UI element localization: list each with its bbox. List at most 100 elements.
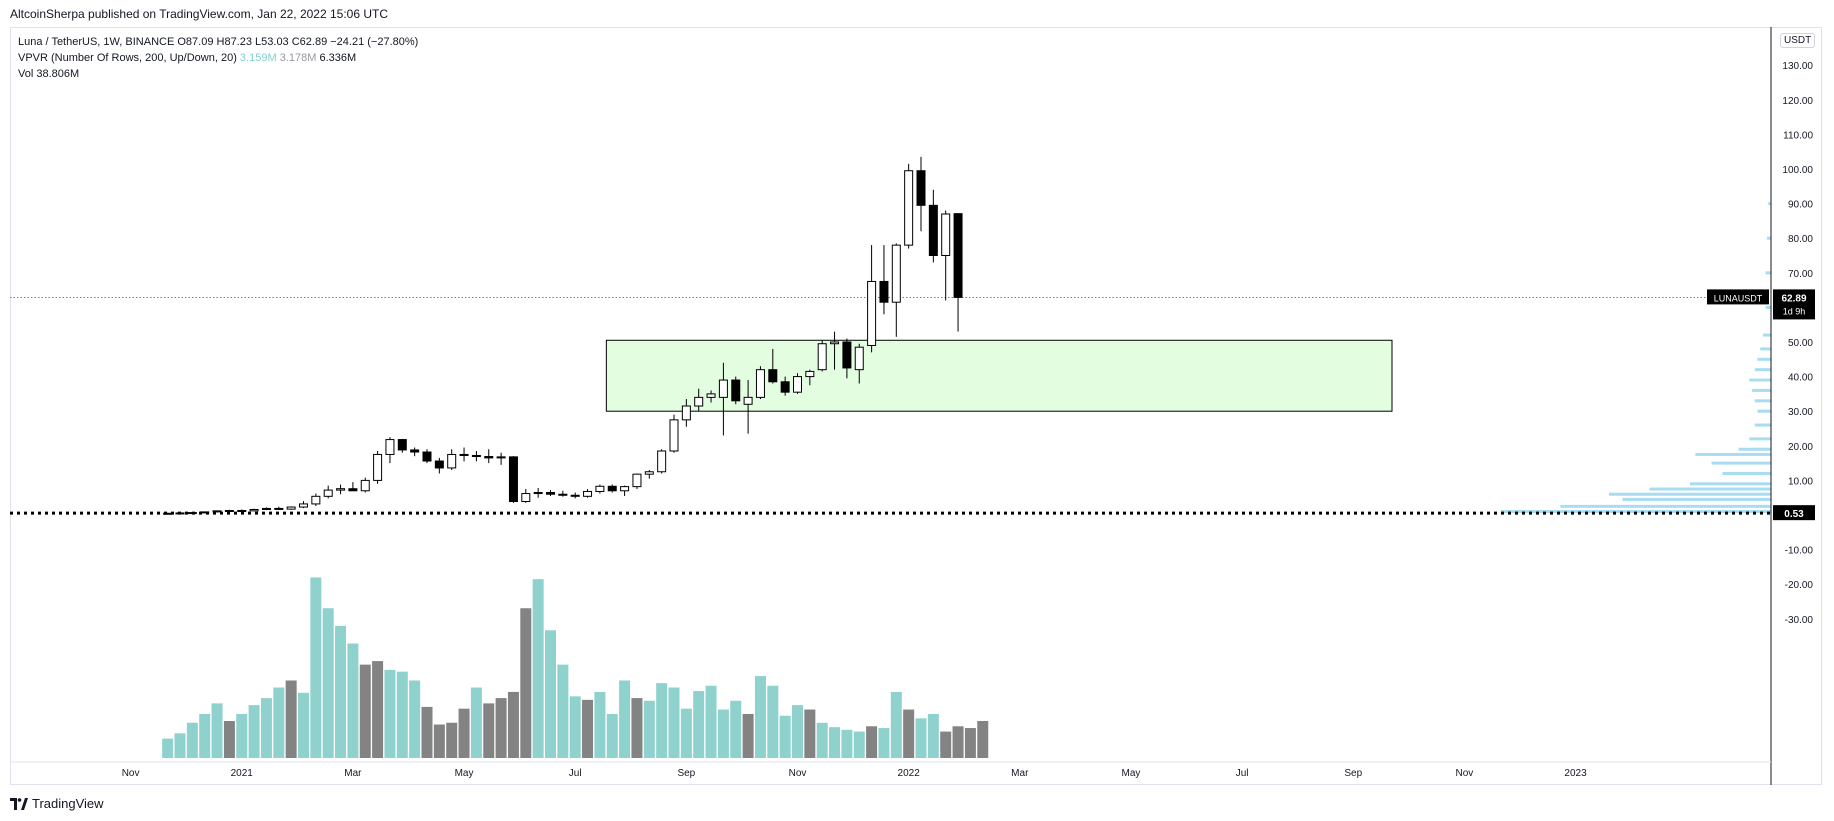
volume-bar (347, 643, 359, 758)
volume-bar (310, 577, 322, 758)
time-tick-label: Nov (1456, 768, 1474, 779)
symbol-tag-bg (1707, 289, 1769, 305)
candle-body (657, 450, 667, 473)
volume-bar (717, 709, 729, 758)
level-tag-value: 0.53 (1784, 509, 1804, 520)
vpvr-row (1749, 437, 1771, 441)
volume-bar (186, 722, 198, 758)
volume-bar (853, 731, 865, 758)
candle-body (558, 493, 568, 496)
tradingview-brand-name: TradingView (32, 796, 104, 811)
volume-line: Vol 38.806M (18, 66, 418, 82)
volume-bar (520, 608, 532, 758)
candle-body (385, 439, 395, 455)
candle-body (743, 396, 753, 405)
vpvr-row (1609, 492, 1771, 496)
level-tag-bg (1773, 505, 1815, 521)
candle-body (669, 419, 679, 452)
candle-body (422, 451, 432, 462)
candle-body (817, 343, 827, 371)
candle-body (508, 456, 518, 503)
candle-body (805, 370, 815, 378)
time-tick-label: Nov (122, 768, 140, 779)
volume-bar (507, 691, 519, 758)
volume-bar (816, 722, 828, 758)
price-tick-label: 10.00 (1788, 476, 1813, 487)
volume-bar (829, 727, 841, 758)
vpvr-row (1765, 271, 1771, 275)
candle-body (447, 453, 457, 469)
volume-bar (384, 669, 396, 758)
volume-bar (927, 713, 939, 758)
volume-bar (248, 705, 260, 758)
candle-body (620, 486, 630, 492)
candle-body (323, 489, 333, 497)
candle-body (854, 346, 864, 371)
candle-body (830, 341, 840, 345)
vpvr-row (1738, 447, 1771, 451)
tradingview-brand[interactable]: TradingView (10, 796, 104, 811)
candle-body (768, 369, 778, 383)
price-tick-label: 110.00 (1783, 130, 1813, 141)
time-tick-label: Mar (1011, 768, 1029, 779)
candle-body (928, 204, 938, 256)
candle-body (274, 507, 284, 510)
price-tick-label: 40.00 (1788, 373, 1813, 384)
candle-body (360, 479, 370, 492)
time-tick-label: Jul (1236, 768, 1249, 779)
vpvr-label: VPVR (Number Of Rows, 200, Up/Down, 20) (18, 52, 237, 64)
vpvr-row (1749, 378, 1771, 382)
candle-body (953, 213, 963, 298)
vpvr-row (1501, 510, 1771, 514)
vpvr-row (1711, 461, 1771, 465)
volume-bar (211, 703, 223, 758)
countdown-tag-value: 1d 9h (1783, 306, 1806, 316)
chart-frame (10, 27, 1822, 785)
candle-body (237, 510, 247, 513)
volume-bar (693, 691, 705, 758)
volume-bar (977, 721, 989, 758)
price-tick-label: 130.00 (1782, 61, 1813, 72)
vpvr-row (1760, 347, 1771, 351)
vpvr-row (1722, 471, 1771, 475)
vpvr-down-value: 3.178M (279, 52, 317, 64)
candle-body (941, 213, 951, 256)
vpvr-row (1754, 399, 1771, 403)
volume-bar (754, 676, 766, 758)
price-tick-label: -30.00 (1785, 615, 1814, 626)
volume-bar (372, 661, 384, 758)
candle-body (533, 492, 543, 495)
volume-bar (532, 579, 544, 758)
price-tick-label: 70.00 (1788, 269, 1813, 280)
candle-body (459, 453, 469, 456)
volume-bar (890, 691, 902, 758)
candle-body (410, 449, 420, 453)
candle-body (755, 369, 765, 398)
volume-bar (631, 698, 643, 758)
time-tick-label: May (455, 768, 474, 779)
vpvr-row (1768, 202, 1771, 206)
volume-bar (779, 715, 791, 758)
candle-body (891, 244, 901, 303)
volume-bar (569, 696, 581, 758)
candle-body (706, 393, 716, 398)
candle-body (793, 376, 802, 393)
candle-body (471, 454, 481, 458)
time-tick-label: May (1121, 768, 1140, 779)
candle-body (904, 170, 914, 246)
candle-body (644, 471, 654, 475)
vpvr-row (1757, 409, 1771, 413)
vpvr-row (1622, 497, 1771, 501)
volume-bar (792, 705, 803, 758)
volume-bar (285, 680, 297, 758)
volume-bar (952, 726, 964, 758)
candle-body (163, 512, 173, 515)
volume-bar (260, 698, 272, 758)
last-price-tag-bg (1773, 289, 1815, 320)
candle-body (484, 456, 494, 459)
price-unit-button[interactable]: USDT (1780, 33, 1816, 48)
tradingview-logo-icon (10, 797, 28, 810)
volume-bar (446, 722, 458, 758)
candle-body (521, 493, 531, 503)
